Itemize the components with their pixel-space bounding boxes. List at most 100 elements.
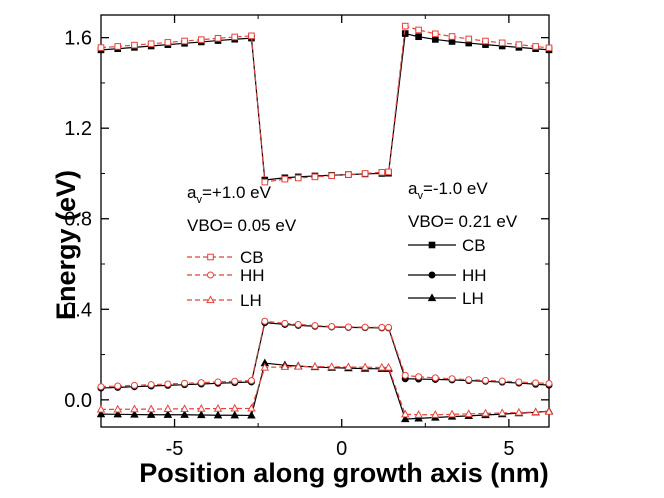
point-cb-av-plus <box>114 43 122 50</box>
point-lh-av-plus <box>130 404 139 413</box>
point-lh-av-minus <box>247 410 256 419</box>
point-lh-av-plus <box>481 408 490 417</box>
point-hh-av-plus <box>247 377 255 385</box>
legend-left-cb-marker <box>207 253 214 261</box>
legend-right-lh-marker <box>427 293 437 302</box>
point-hh-av-plus <box>294 320 302 328</box>
annotation-right-av-sub: v <box>417 190 423 202</box>
point-cb-av-plus <box>97 44 105 51</box>
point-lh-av-minus <box>213 410 223 419</box>
y-tick-label: 1.6 <box>64 28 92 50</box>
point-hh-av-plus <box>114 382 122 390</box>
point-cb-av-plus <box>515 41 523 48</box>
point-hh-av-plus <box>344 323 352 331</box>
point-lh-av-plus <box>431 410 440 418</box>
point-cb-av-plus <box>197 36 205 43</box>
series-lh-av-plus <box>96 361 554 418</box>
point-cb-av-plus <box>294 174 302 182</box>
point-cb-av-plus <box>261 178 269 186</box>
point-hh-av-plus <box>261 317 269 325</box>
annotation-left: av=+1.0 eV VBO= 0.05 eV <box>187 183 297 235</box>
point-lh-av-plus <box>146 404 156 413</box>
point-cb-av-plus <box>545 44 553 52</box>
legend-left-lh-label: LH <box>240 291 262 310</box>
point-lh-av-minus <box>130 409 139 418</box>
point-hh-av-plus <box>545 380 553 388</box>
point-lh-av-minus <box>230 410 239 419</box>
point-lh-av-minus <box>96 409 106 418</box>
point-hh-av-plus <box>197 379 205 387</box>
annotation-left-av: av=+1.0 eV <box>187 183 272 206</box>
point-cb-av-plus <box>482 37 489 45</box>
point-lh-av-plus <box>180 404 189 412</box>
legend-left-hh-label: HH <box>240 266 265 285</box>
point-lh-av-plus <box>497 408 507 417</box>
point-hh-av-plus <box>385 323 393 331</box>
point-lh-av-plus <box>514 407 524 416</box>
point-hh-av-plus <box>498 377 506 385</box>
point-lh-av-plus <box>197 404 206 412</box>
point-hh-av-plus <box>401 371 409 379</box>
y-tick-label: 0.8 <box>64 209 92 231</box>
point-lh-av-plus <box>163 404 173 412</box>
plot-frame <box>100 14 550 428</box>
point-cb-av-plus <box>378 169 386 176</box>
point-lh-av-minus <box>163 410 173 418</box>
point-cb-av-plus <box>328 172 335 180</box>
point-hh-av-plus <box>431 374 439 382</box>
point-hh-av-plus <box>181 379 189 387</box>
point-lh-av-plus <box>531 407 540 416</box>
series-layer <box>96 22 554 423</box>
legend-right: CB HH LH <box>408 236 487 308</box>
point-lh-av-plus <box>213 404 223 412</box>
annotation-right-av: av=-1.0 eV <box>408 179 488 202</box>
y-tick-label: 0.0 <box>64 390 92 412</box>
series-cb-av-plus <box>97 22 553 186</box>
axis-ticks: -5 0 5 0.0 0.4 0.8 1.2 1.6 <box>64 15 549 460</box>
y-tick-label: 1.2 <box>64 118 92 140</box>
point-hh-av-plus <box>97 383 105 391</box>
point-cb-av-plus <box>181 37 188 45</box>
point-hh-av-plus <box>465 376 473 384</box>
point-hh-av-plus <box>130 381 138 389</box>
point-lh-av-plus <box>377 362 387 371</box>
point-hh-av-plus <box>415 373 423 381</box>
legend-left: CB HH LH <box>187 248 265 310</box>
point-lh-av-minus <box>180 410 189 418</box>
legend-left-hh-marker <box>207 271 214 279</box>
point-cb-av-plus <box>164 39 172 46</box>
point-lh-av-plus <box>544 406 554 415</box>
point-lh-av-minus <box>400 414 410 423</box>
point-cb-av-minus <box>401 30 409 37</box>
point-cb-av-plus <box>214 35 222 42</box>
point-lh-av-plus <box>400 409 410 418</box>
point-cb-av-plus <box>385 168 392 176</box>
point-cb-av-plus <box>415 26 422 34</box>
point-hh-av-plus <box>361 323 369 331</box>
point-lh-av-plus <box>384 362 393 371</box>
legend-right-hh-marker <box>428 271 436 279</box>
annotation-right: av=-1.0 eV VBO= 0.21 eV <box>408 179 518 231</box>
point-lh-av-plus <box>327 362 336 370</box>
x-tick-label: 5 <box>503 438 514 460</box>
point-cb-av-plus <box>345 171 352 178</box>
point-lh-av-plus <box>96 404 106 413</box>
point-cb-av-plus <box>532 43 539 50</box>
point-hh-av-plus <box>231 377 239 385</box>
point-lh-av-plus <box>310 361 320 370</box>
point-cb-av-plus <box>248 32 255 40</box>
point-lh-av-minus <box>113 409 122 418</box>
point-cb-av-plus <box>432 30 439 38</box>
point-hh-av-plus <box>311 322 319 330</box>
point-lh-av-plus <box>247 403 256 412</box>
legend-right-cb-marker <box>428 241 436 249</box>
x-tick-label: 0 <box>336 438 347 460</box>
point-hh-av-plus <box>214 378 222 386</box>
legend-right-cb-label: CB <box>462 236 486 255</box>
point-hh-av-plus <box>448 375 456 383</box>
point-cb-av-plus <box>231 33 239 41</box>
point-hh-av-plus <box>481 376 489 384</box>
point-lh-av-plus <box>294 361 303 370</box>
